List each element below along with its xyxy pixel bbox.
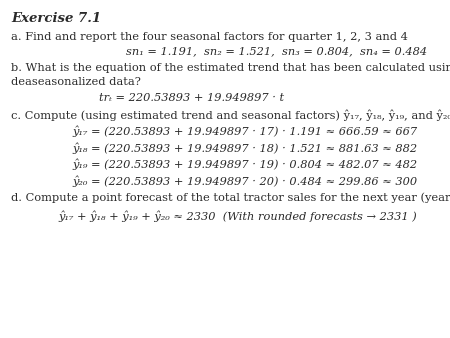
Text: Exercise 7.1: Exercise 7.1 [11, 12, 101, 25]
Text: ŷ₁₈ = (220.53893 + 19.949897 · 18) · 1.521 ≈ 881.63 ≈ 882: ŷ₁₈ = (220.53893 + 19.949897 · 18) · 1.5… [72, 142, 417, 154]
Text: ŷ₁₉ = (220.53893 + 19.949897 · 19) · 0.804 ≈ 482.07 ≈ 482: ŷ₁₉ = (220.53893 + 19.949897 · 19) · 0.8… [72, 159, 417, 170]
Text: ŷ₂₀ = (220.53893 + 19.949897 · 20) · 0.484 ≈ 299.86 ≈ 300: ŷ₂₀ = (220.53893 + 19.949897 · 20) · 0.4… [72, 175, 417, 187]
Text: a. Find and report the four seasonal factors for quarter 1, 2, 3 and 4: a. Find and report the four seasonal fac… [11, 32, 408, 42]
Text: ŷ₁₇ + ŷ₁₈ + ŷ₁₉ + ŷ₂₀ ≈ 2330  (With rounded forecasts → 2331 ): ŷ₁₇ + ŷ₁₈ + ŷ₁₉ + ŷ₂₀ ≈ 2330 (With round… [58, 211, 417, 222]
Text: trₜ = 220.53893 + 19.949897 · t: trₜ = 220.53893 + 19.949897 · t [99, 93, 284, 103]
Text: d. Compute a point forecast of the total tractor sales for the next year (year 5: d. Compute a point forecast of the total… [11, 192, 450, 202]
Text: ŷ₁₇ = (220.53893 + 19.949897 · 17) · 1.191 ≈ 666.59 ≈ 667: ŷ₁₇ = (220.53893 + 19.949897 · 17) · 1.1… [72, 126, 417, 137]
Text: deaseasonalized data?: deaseasonalized data? [11, 77, 141, 87]
Text: sn₁ = 1.191,  sn₂ = 1.521,  sn₃ = 0.804,  sn₄ = 0.484: sn₁ = 1.191, sn₂ = 1.521, sn₃ = 0.804, s… [126, 47, 427, 57]
Text: b. What is the equation of the estimated trend that has been calculated using th: b. What is the equation of the estimated… [11, 63, 450, 73]
Text: c. Compute (using estimated trend and seasonal factors) ŷ₁₇, ŷ₁₈, ŷ₁₉, and ŷ₂₀: c. Compute (using estimated trend and se… [11, 109, 450, 121]
